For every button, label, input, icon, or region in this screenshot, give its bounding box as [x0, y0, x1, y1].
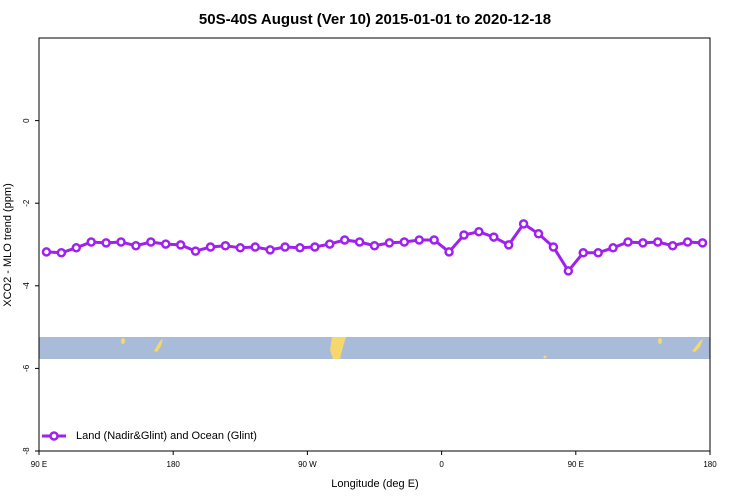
- x-tick-label: 180: [703, 460, 717, 469]
- point: [474, 226, 484, 237]
- point: [503, 240, 514, 250]
- x-tick-label: 90 E: [568, 460, 584, 469]
- point: [414, 235, 424, 245]
- point: [578, 248, 589, 258]
- map-strip: [39, 337, 710, 359]
- point: [235, 243, 246, 253]
- point: [190, 246, 201, 256]
- x-tick-label: 180: [167, 460, 181, 469]
- point: [205, 242, 216, 252]
- point: [653, 237, 663, 247]
- point: [369, 240, 380, 251]
- y-tick-label: -8: [22, 447, 31, 455]
- point: [280, 242, 290, 252]
- point: [593, 248, 603, 258]
- point: [667, 240, 678, 251]
- y-tick-label: 0: [22, 118, 31, 123]
- point: [175, 240, 186, 250]
- point: [489, 232, 499, 242]
- point: [56, 248, 67, 258]
- point: [310, 242, 320, 252]
- legend-label: Land (Nadir&Glint) and Ocean (Glint): [76, 430, 257, 442]
- y-tick-label: -6: [22, 364, 31, 372]
- x-tick-label: 0: [439, 460, 444, 469]
- point: [41, 247, 52, 257]
- x-tick-label: 90 W: [298, 460, 317, 469]
- point: [444, 247, 454, 257]
- point: [697, 238, 708, 248]
- point: [86, 237, 96, 247]
- x-tick-label: 90 E: [31, 460, 47, 469]
- point: [548, 242, 559, 252]
- point: [459, 230, 469, 240]
- point: [682, 237, 693, 247]
- point: [518, 219, 529, 229]
- plot-frame: [38, 37, 711, 452]
- point: [608, 243, 618, 253]
- point: [638, 238, 648, 248]
- point: [429, 235, 439, 245]
- point: [160, 239, 171, 249]
- point: [265, 245, 275, 255]
- point: [131, 240, 141, 251]
- y-axis-label: XCO2 - MLO trend (ppm): [2, 183, 14, 306]
- point: [384, 238, 395, 248]
- point: [533, 229, 544, 239]
- point: [101, 238, 111, 248]
- y-tick-label: -4: [22, 282, 31, 290]
- point: [399, 237, 410, 247]
- legend-marker: [49, 431, 59, 441]
- point: [623, 237, 633, 247]
- point: [325, 239, 335, 249]
- chart-title: 50S-40S August (Ver 10) 2015-01-01 to 20…: [199, 11, 551, 28]
- point: [220, 240, 231, 251]
- x-axis-label: Longitude (deg E): [331, 478, 418, 490]
- point: [71, 243, 82, 253]
- y-tick-label: -2: [22, 199, 31, 207]
- point: [146, 237, 156, 247]
- point: [563, 266, 574, 276]
- point: [295, 243, 305, 253]
- point: [354, 237, 365, 247]
- point: [116, 237, 126, 247]
- point: [339, 235, 350, 245]
- point: [250, 242, 260, 252]
